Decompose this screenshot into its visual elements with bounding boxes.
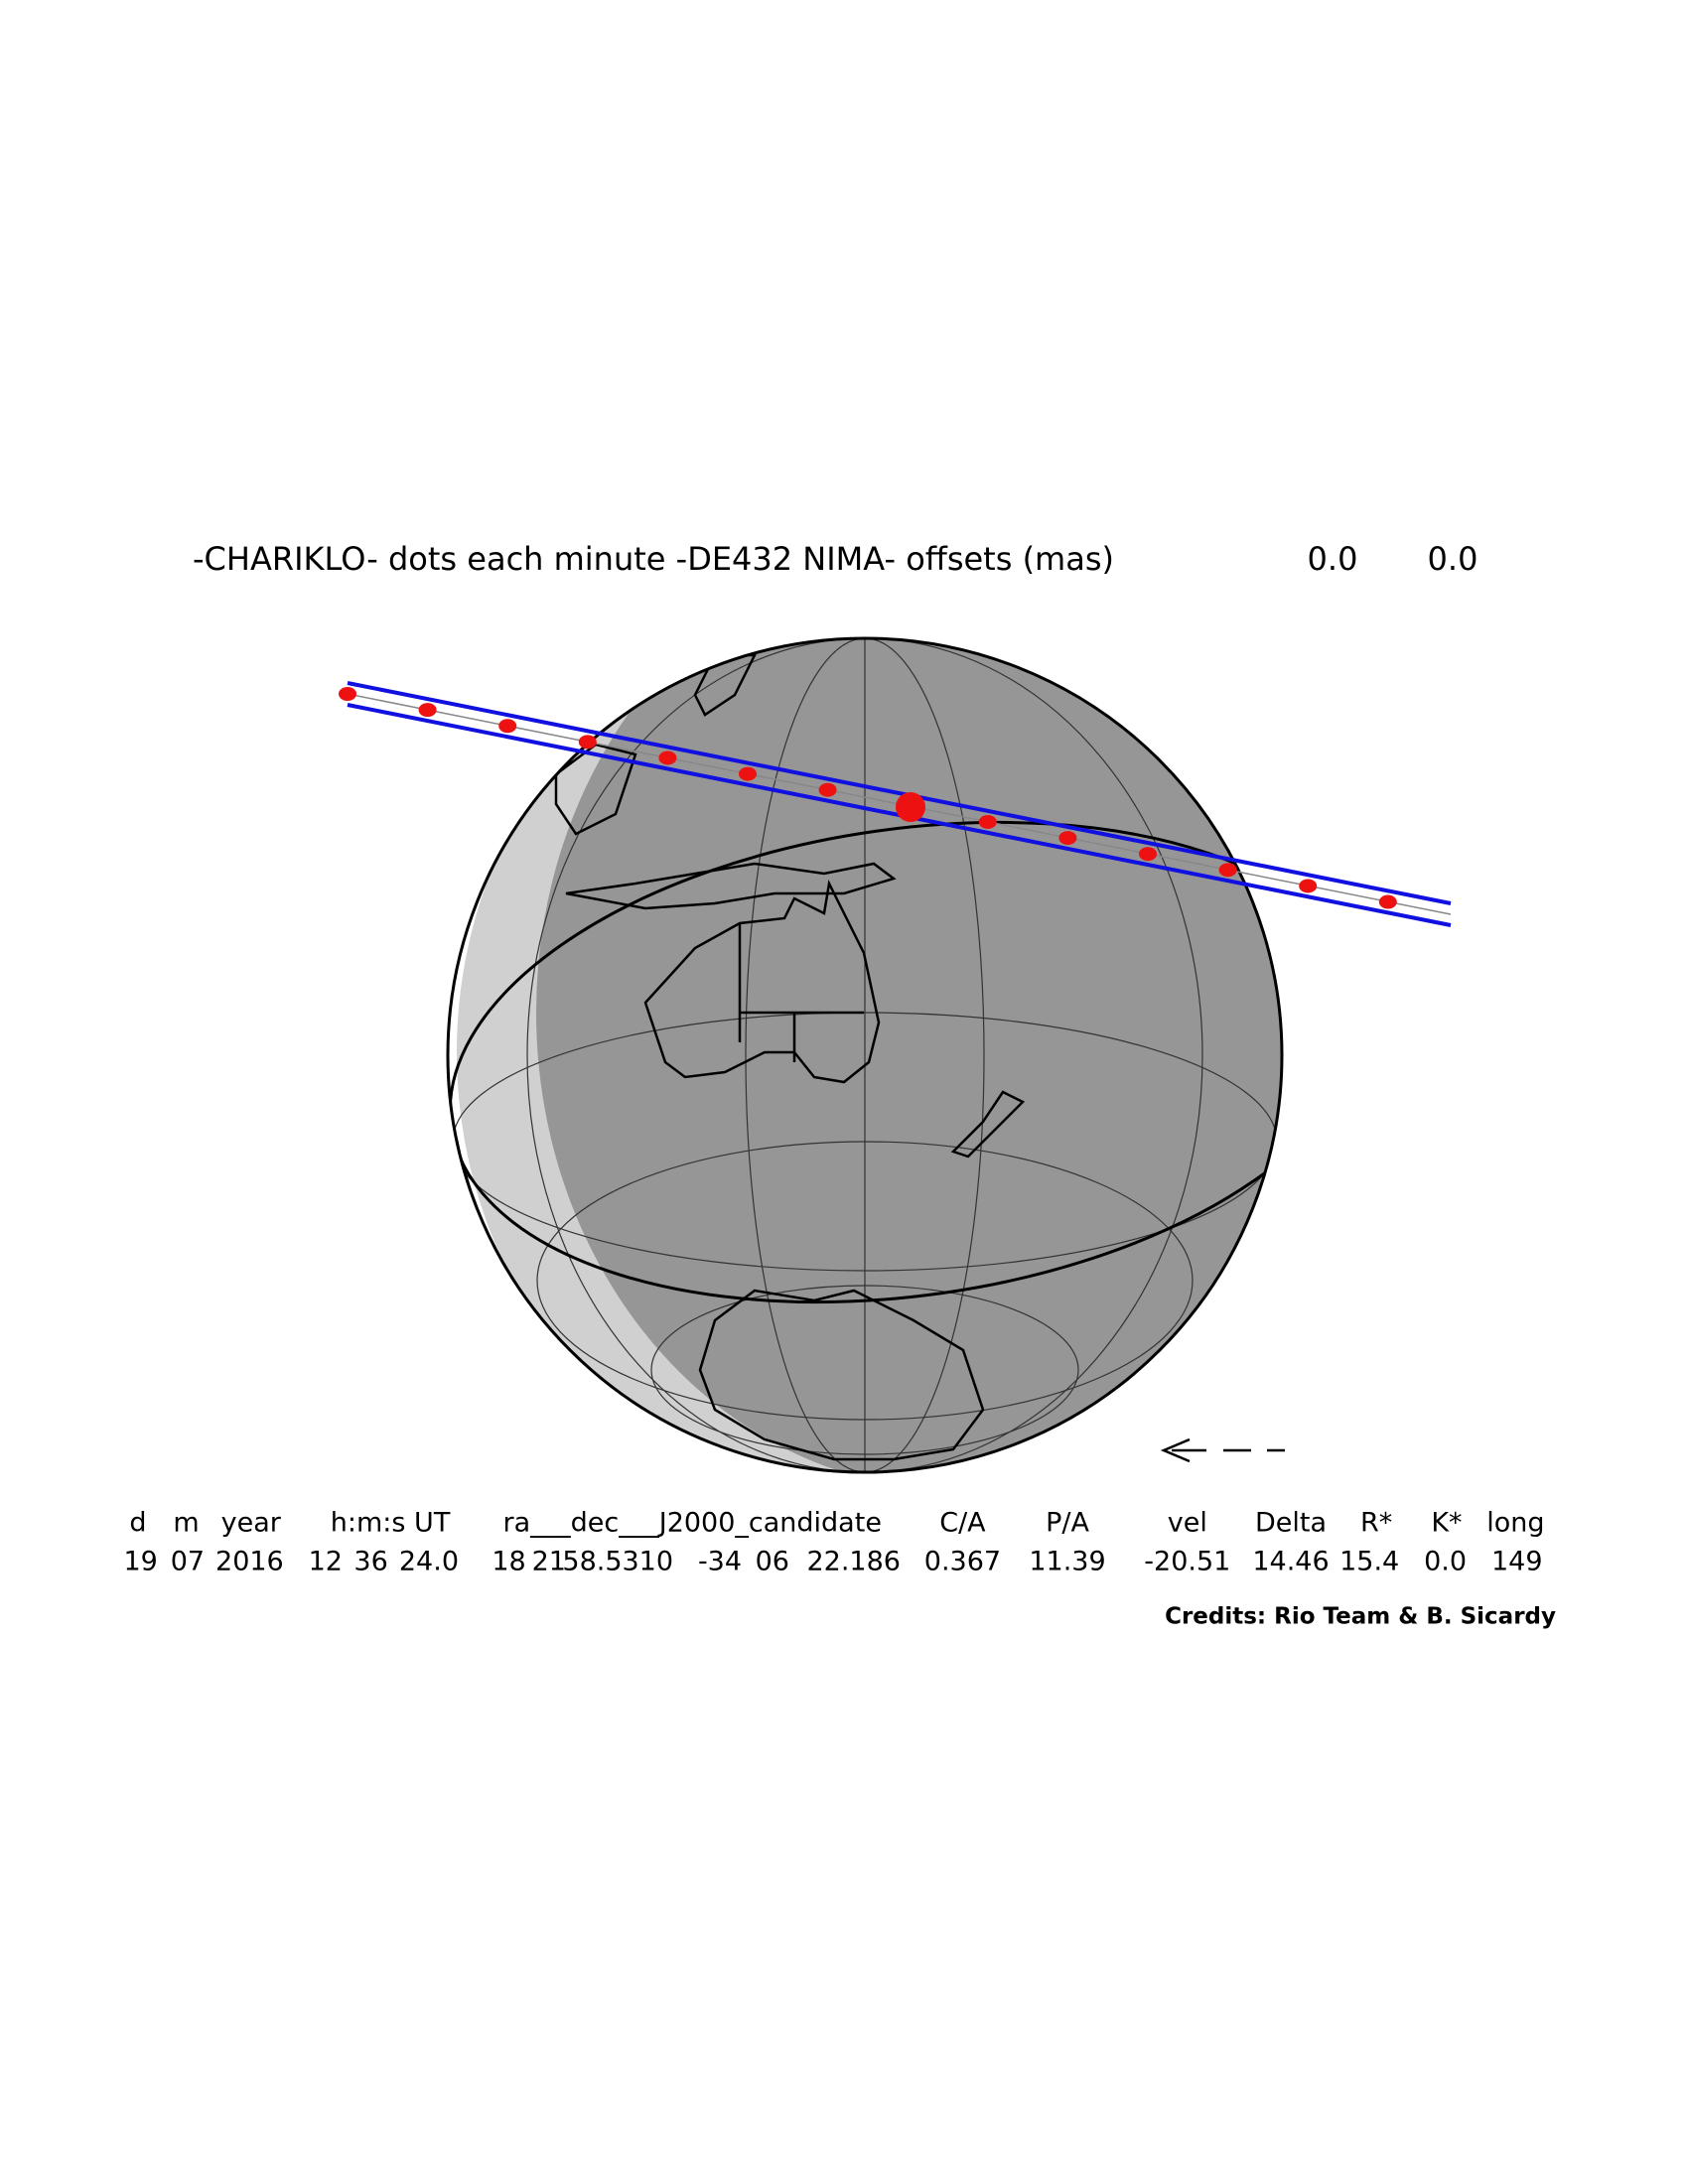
table-value: 2016 [215, 1547, 284, 1577]
minute-dot [1378, 894, 1397, 909]
minute-dot [1058, 831, 1077, 846]
table-header: h:m:s UT [331, 1508, 451, 1539]
minute-dot [658, 751, 677, 765]
table-value: 19 [123, 1547, 157, 1577]
minute-dot [818, 782, 837, 797]
table-header: P/A [1046, 1508, 1089, 1539]
globe [448, 638, 1282, 1472]
offset-dec: 0.0 [1428, 540, 1478, 578]
table-value: 22.186 [806, 1547, 900, 1577]
offset-ra: 0.0 [1308, 540, 1358, 578]
table-header: year [221, 1508, 282, 1539]
minute-dot [339, 687, 356, 701]
table-header: C/A [939, 1508, 986, 1539]
table-header: m [173, 1508, 199, 1539]
globe-outline [446, 636, 1284, 1474]
minute-dot [1139, 847, 1157, 862]
minute-dot [978, 814, 997, 829]
minute-dot [1299, 879, 1318, 893]
table-value: 06 [756, 1547, 789, 1577]
shadow-path [339, 681, 1452, 927]
table-header: R* [1360, 1508, 1392, 1539]
path-limit [347, 681, 1452, 905]
table-value: 21 [532, 1547, 566, 1577]
direction-arrow [1160, 1437, 1285, 1463]
table-header: Delta [1255, 1508, 1327, 1539]
table-header: ra___dec___J2000_candidate [502, 1508, 881, 1539]
minute-dot [498, 719, 517, 734]
table-value: -20.51 [1144, 1547, 1230, 1577]
minute-dot [418, 703, 437, 718]
table-value: 149 [1491, 1547, 1543, 1577]
table-header: K* [1431, 1508, 1462, 1539]
table-value: 11.39 [1029, 1547, 1105, 1577]
table-header: long [1486, 1508, 1544, 1539]
table-value: 14.46 [1252, 1547, 1329, 1577]
table-value: 24.0 [399, 1547, 459, 1577]
closest-approach [896, 792, 925, 822]
table-value: 36 [353, 1547, 387, 1577]
table-value: 15.4 [1339, 1547, 1399, 1577]
info-table: d m year h:m:s UT ra___dec___J2000_candidate… [123, 1508, 1544, 1577]
night [536, 638, 1282, 1472]
minute-dot [578, 735, 597, 750]
table-value: -34 [698, 1547, 742, 1577]
table-value: 07 [171, 1547, 205, 1577]
title: -CHARIKLO- dots each minute -DE432 NIMA-… [193, 540, 1114, 578]
table-header: d [129, 1508, 146, 1539]
table-value: 0.367 [924, 1547, 1001, 1577]
table-value: 18 [492, 1547, 525, 1577]
table-value: 0.0 [1424, 1547, 1467, 1577]
table-header: vel [1168, 1508, 1207, 1539]
minute-dot [1218, 863, 1237, 878]
coastlines [554, 653, 1026, 1461]
table-value: 12 [309, 1547, 343, 1577]
minute-dot [739, 766, 757, 781]
credits: Credits: Rio Team & B. Sicardy [1165, 1604, 1556, 1630]
table-value: 58.5310 [562, 1547, 673, 1577]
